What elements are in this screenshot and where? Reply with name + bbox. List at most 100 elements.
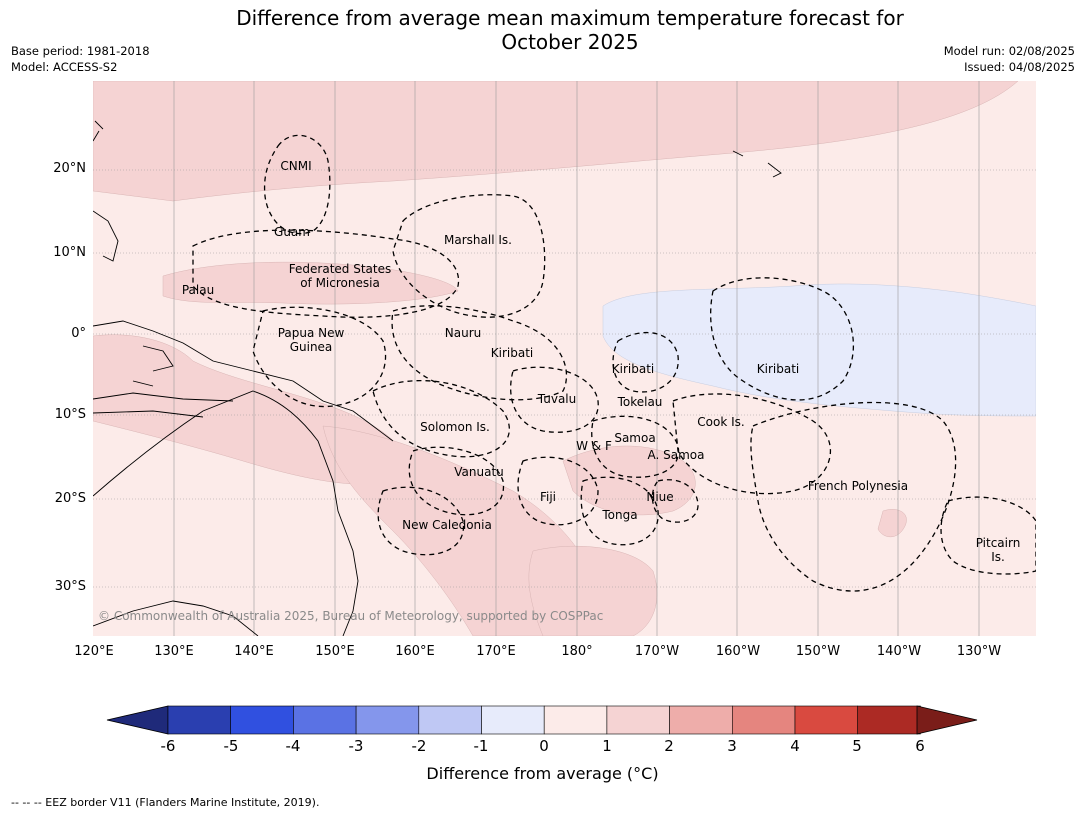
coastlines (93, 120, 782, 636)
eez-fsm (192, 229, 460, 318)
colorbar-bin (543, 705, 608, 735)
eez-fiji (517, 456, 599, 526)
colorbar-tick: 1 (602, 737, 612, 755)
eez-tuvalu (509, 366, 599, 433)
eez-pitcairn (940, 496, 1036, 575)
lon-label-140w: 140°W (876, 644, 922, 659)
label-png: Papua New Guinea (277, 326, 345, 354)
colorbar-tick: 3 (727, 737, 737, 755)
eez-tonga (580, 476, 659, 546)
lon-label-180: 180° (561, 644, 593, 659)
colorbar-tick: -1 (473, 737, 489, 755)
label-kiribati-west: Kiribati (490, 346, 534, 360)
title-line-2: October 2025 (501, 30, 639, 54)
meta-left: Base period: 1981-2018 Model: ACCESS-S2 (11, 43, 150, 75)
label-kiribati-central: Kiribati (611, 362, 655, 376)
colorbar-under-arrow (106, 705, 169, 735)
eez-french-polynesia (750, 401, 957, 592)
colorbar-over-arrow (916, 705, 978, 735)
colorbar-bin (230, 705, 294, 735)
lat-label-10n: 10°N (53, 245, 86, 260)
label-cnmi: CNMI (280, 159, 312, 173)
lat-label-20n: 20°N (53, 161, 86, 176)
colorbar-tick: 4 (790, 737, 800, 755)
label-micronesia: Federated States of Micronesia (288, 262, 392, 290)
lon-label-150e: 150°E (315, 644, 355, 659)
label-solomon-islands: Solomon Is. (420, 420, 490, 434)
title-line-1: Difference from average mean maximum tem… (236, 6, 904, 30)
lon-label-130w: 130°W (956, 644, 1002, 659)
lon-label-140e: 140°E (234, 644, 274, 659)
lon-label-160w: 160°W (715, 644, 761, 659)
colorbar-tick: 0 (539, 737, 549, 755)
label-new-caledonia: New Caledonia (402, 518, 492, 532)
eez-niue (651, 479, 699, 523)
label-niue: Niue (646, 490, 674, 504)
label-samoa: Samoa (614, 431, 656, 445)
colorbar-bin (731, 705, 796, 735)
eez-cnmi (263, 134, 331, 235)
colorbar-bin (794, 705, 859, 735)
label-kiribati-east: Kiribati (756, 362, 800, 376)
eez-kiribati-central (612, 331, 679, 393)
eez-png (252, 306, 387, 408)
label-french-polynesia: French Polynesia (807, 479, 909, 493)
colorbar-bin (355, 705, 420, 735)
label-nauru: Nauru (444, 326, 482, 340)
colorbar-bin (857, 705, 921, 735)
colorbar-tick: -3 (348, 737, 364, 755)
meta-right: Model run: 02/08/2025 Issued: 04/08/2025 (944, 43, 1075, 75)
anomaly-micronesia (162, 261, 459, 305)
colorbar-tick: 2 (664, 737, 674, 755)
label-tuvalu: Tuvalu (537, 392, 577, 406)
copyright-notice: © Commonwealth of Australia 2025, Bureau… (98, 609, 604, 623)
eez-footnote: -- -- -- EEZ border V11 (Flanders Marine… (11, 796, 320, 809)
colorbar-bin (293, 705, 357, 735)
label-pitcairn: Pitcairn Is. (975, 536, 1021, 564)
colorbar-tick: 6 (915, 737, 925, 755)
label-tokelau: Tokelau (617, 395, 663, 409)
lon-label-150w: 150°W (795, 644, 841, 659)
anomaly-cool-pool (602, 283, 1036, 417)
map-panel (93, 81, 1036, 636)
label-guam: Guam (274, 225, 310, 239)
lat-label-10s: 10°S (54, 407, 86, 422)
eez-samoa (591, 415, 680, 478)
lon-label-170e: 170°E (476, 644, 516, 659)
lon-label-170w: 170°W (634, 644, 680, 659)
label-wallis-futuna: W & F (576, 439, 612, 453)
label-american-samoa: A. Samoa (647, 448, 705, 462)
colorbar-bin (669, 705, 733, 735)
label-cook-islands: Cook Is. (697, 415, 745, 429)
label-fiji: Fiji (539, 490, 557, 504)
model-name: Model: ACCESS-S2 (11, 60, 118, 74)
colorbar (106, 705, 978, 735)
map-title: Difference from average mean maximum tem… (140, 6, 1000, 54)
eez-borders (192, 134, 1036, 592)
base-period: Base period: 1981-2018 (11, 44, 150, 58)
lat-label-30s: 30°S (54, 579, 86, 594)
eez-cook (672, 393, 831, 495)
anomaly-north-band (93, 81, 1019, 202)
eez-nauru-kiribati (391, 305, 568, 401)
lon-label-160e: 160°E (395, 644, 435, 659)
colorbar-tick: 5 (852, 737, 862, 755)
colorbar-label: Difference from average (°C) (426, 764, 659, 783)
lat-label-20s: 20°S (54, 491, 86, 506)
eez-solomon (372, 380, 510, 458)
colorbar-bin (606, 705, 670, 735)
colorbar-bin (481, 705, 545, 735)
anomaly-east-patch (877, 509, 907, 538)
issued-date: Issued: 04/08/2025 (964, 60, 1075, 74)
label-tonga: Tonga (602, 508, 638, 522)
label-marshall-islands: Marshall Is. (444, 233, 512, 247)
eez-vanuatu (408, 446, 504, 516)
colorbar-tick: -5 (223, 737, 239, 755)
graticule (93, 81, 1036, 636)
label-vanuatu: Vanuatu (454, 465, 504, 479)
map-canvas (93, 81, 1036, 636)
colorbar-bin (167, 705, 232, 735)
colorbar-bin (418, 705, 482, 735)
colorbar-tick: -2 (411, 737, 427, 755)
lon-label-120e: 120°E (74, 644, 114, 659)
